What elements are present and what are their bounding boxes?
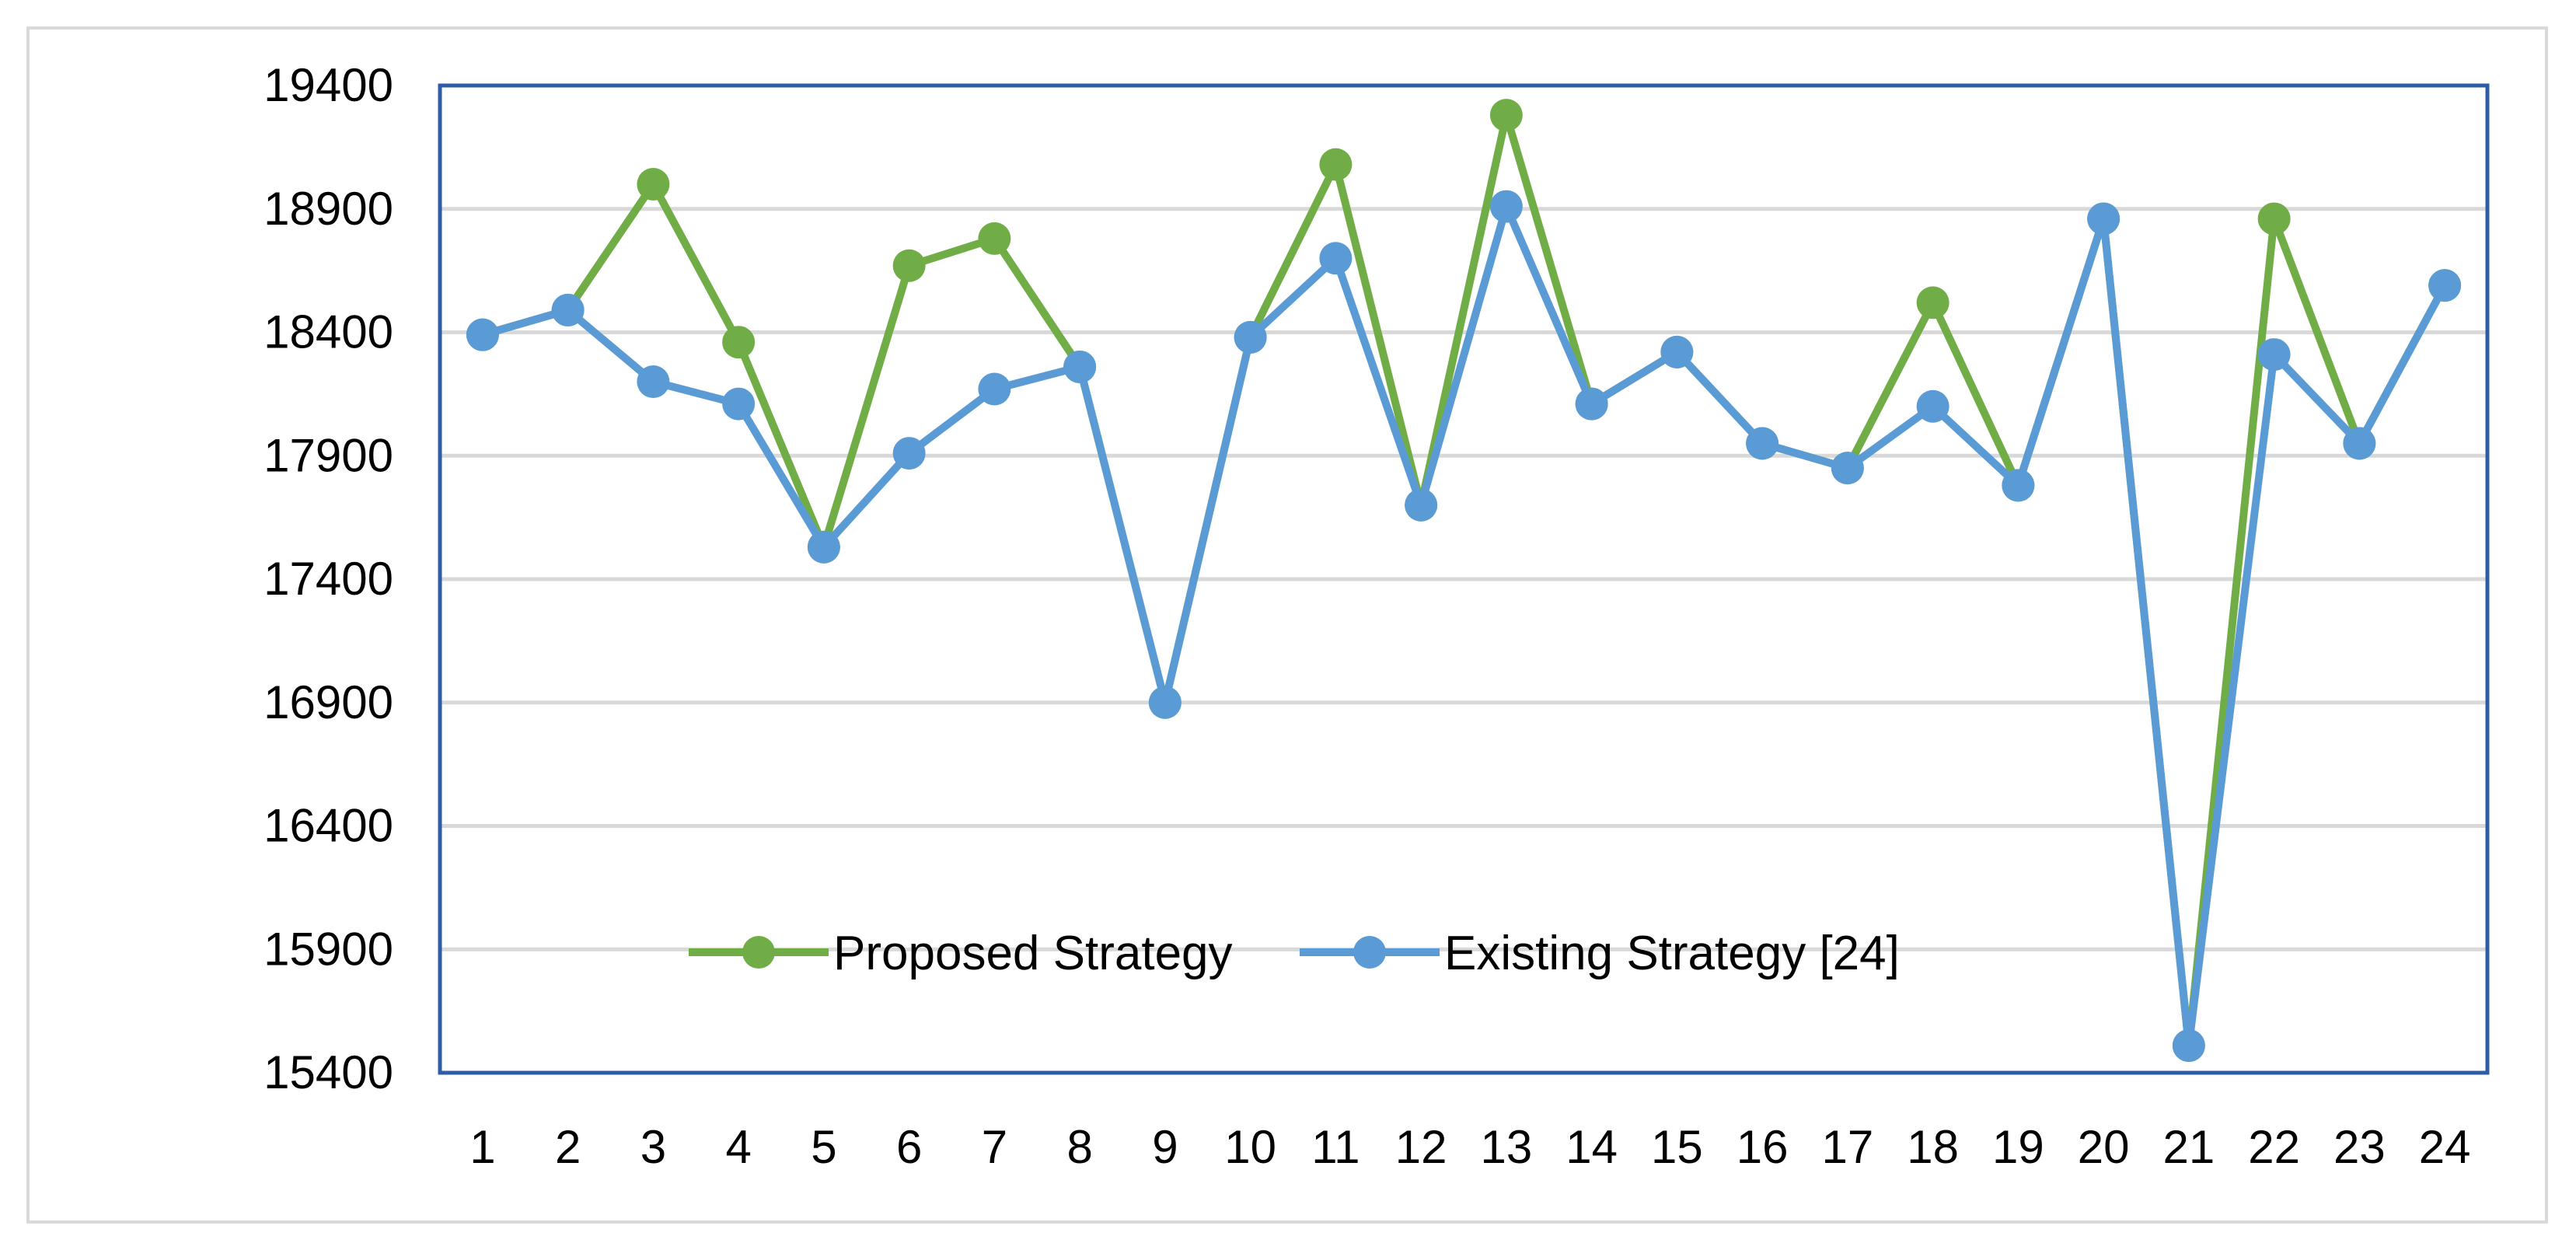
data-point [637,168,670,201]
data-point [1319,242,1353,275]
y-tick-label: 18900 [264,183,393,235]
x-tick-label: 12 [1395,1121,1447,1173]
x-tick-label: 6 [896,1121,922,1173]
x-tick-label: 23 [2333,1121,2386,1173]
x-tick-label: 7 [982,1121,1007,1173]
legend: Proposed Strategy Existing Strategy [24] [689,927,1900,980]
data-point [2257,338,2291,372]
x-tick-label: 1 [469,1121,495,1173]
data-point [2087,202,2120,236]
x-tick-label: 17 [1822,1121,1874,1173]
y-tick-label: 16900 [264,676,393,728]
x-tick-label: 21 [2163,1121,2215,1173]
x-tick-label: 9 [1152,1121,1178,1173]
y-tick-label: 18400 [264,306,393,358]
data-point [1660,335,1694,368]
x-tick-label: 18 [1907,1121,1959,1173]
data-point [1916,389,1949,423]
x-tick-label: 13 [1481,1121,1533,1173]
legend-item: Existing Strategy [24] [1300,927,1900,980]
data-point [1831,452,1864,485]
x-tick-label: 2 [555,1121,581,1173]
x-tick-label: 8 [1066,1121,1092,1173]
data-point [722,326,756,359]
data-point [466,318,499,351]
data-point [1063,350,1097,383]
chart-frame [26,26,2548,1224]
gridlines [440,83,2487,951]
data-point [551,293,585,326]
data-point [2257,202,2291,236]
x-tick-label: 5 [811,1121,836,1173]
data-point [807,530,840,564]
y-axis-ticks: 15400 15900 16400 16900 17400 17900 18400 18900… [264,59,393,1098]
data-point [978,222,1011,255]
x-tick-label: 3 [641,1121,666,1173]
data-point [978,372,1011,406]
x-tick-label: 10 [1224,1121,1276,1173]
data-point [1234,320,1267,354]
x-tick-label: 19 [1992,1121,2044,1173]
data-point [1489,99,1523,132]
data-point [1405,488,1438,522]
x-tick-label: 16 [1737,1121,1789,1173]
data-point [1148,686,1182,719]
legend-marker [742,936,775,969]
plot-area [438,83,2490,1075]
x-tick-label: 22 [2248,1121,2300,1173]
data-point [722,387,756,421]
data-point [637,365,670,398]
y-tick-label: 17900 [264,429,393,481]
data-point [2172,1029,2205,1063]
x-tick-label: 24 [2419,1121,2471,1173]
data-point [1489,190,1523,223]
legend-label: Proposed Strategy [833,927,1233,980]
y-tick-label: 16400 [264,800,393,852]
series-lines [466,99,2462,1063]
data-point [2002,469,2035,502]
data-point [2428,269,2462,302]
x-tick-label: 11 [1311,1121,1360,1173]
legend-marker [1353,936,1386,969]
y-tick-label: 15400 [264,1046,393,1098]
x-tick-label: 15 [1651,1121,1703,1173]
x-tick-label: 4 [725,1121,751,1173]
y-tick-label: 17400 [264,553,393,605]
data-point [892,249,926,282]
y-tick-label: 19400 [264,59,393,111]
series-line [481,202,2449,1050]
data-point [1319,148,1353,181]
x-axis-ticks: 1 2 3 4 5 6 7 8 9 10 11 12 13 14 15 16 17 18 19 20 21 22 23 24 [469,1121,2470,1173]
legend-item: Proposed Strategy [689,927,1233,980]
data-point [2343,427,2376,460]
x-tick-label: 20 [2078,1121,2130,1173]
y-tick-label: 15900 [264,923,393,975]
series-2 [466,190,2462,1063]
legend-label: Existing Strategy [24] [1444,927,1900,980]
data-point [1746,427,1779,460]
data-point [1575,387,1608,421]
x-tick-label: 14 [1565,1121,1618,1173]
data-point [1916,286,1949,319]
data-point [892,437,926,470]
